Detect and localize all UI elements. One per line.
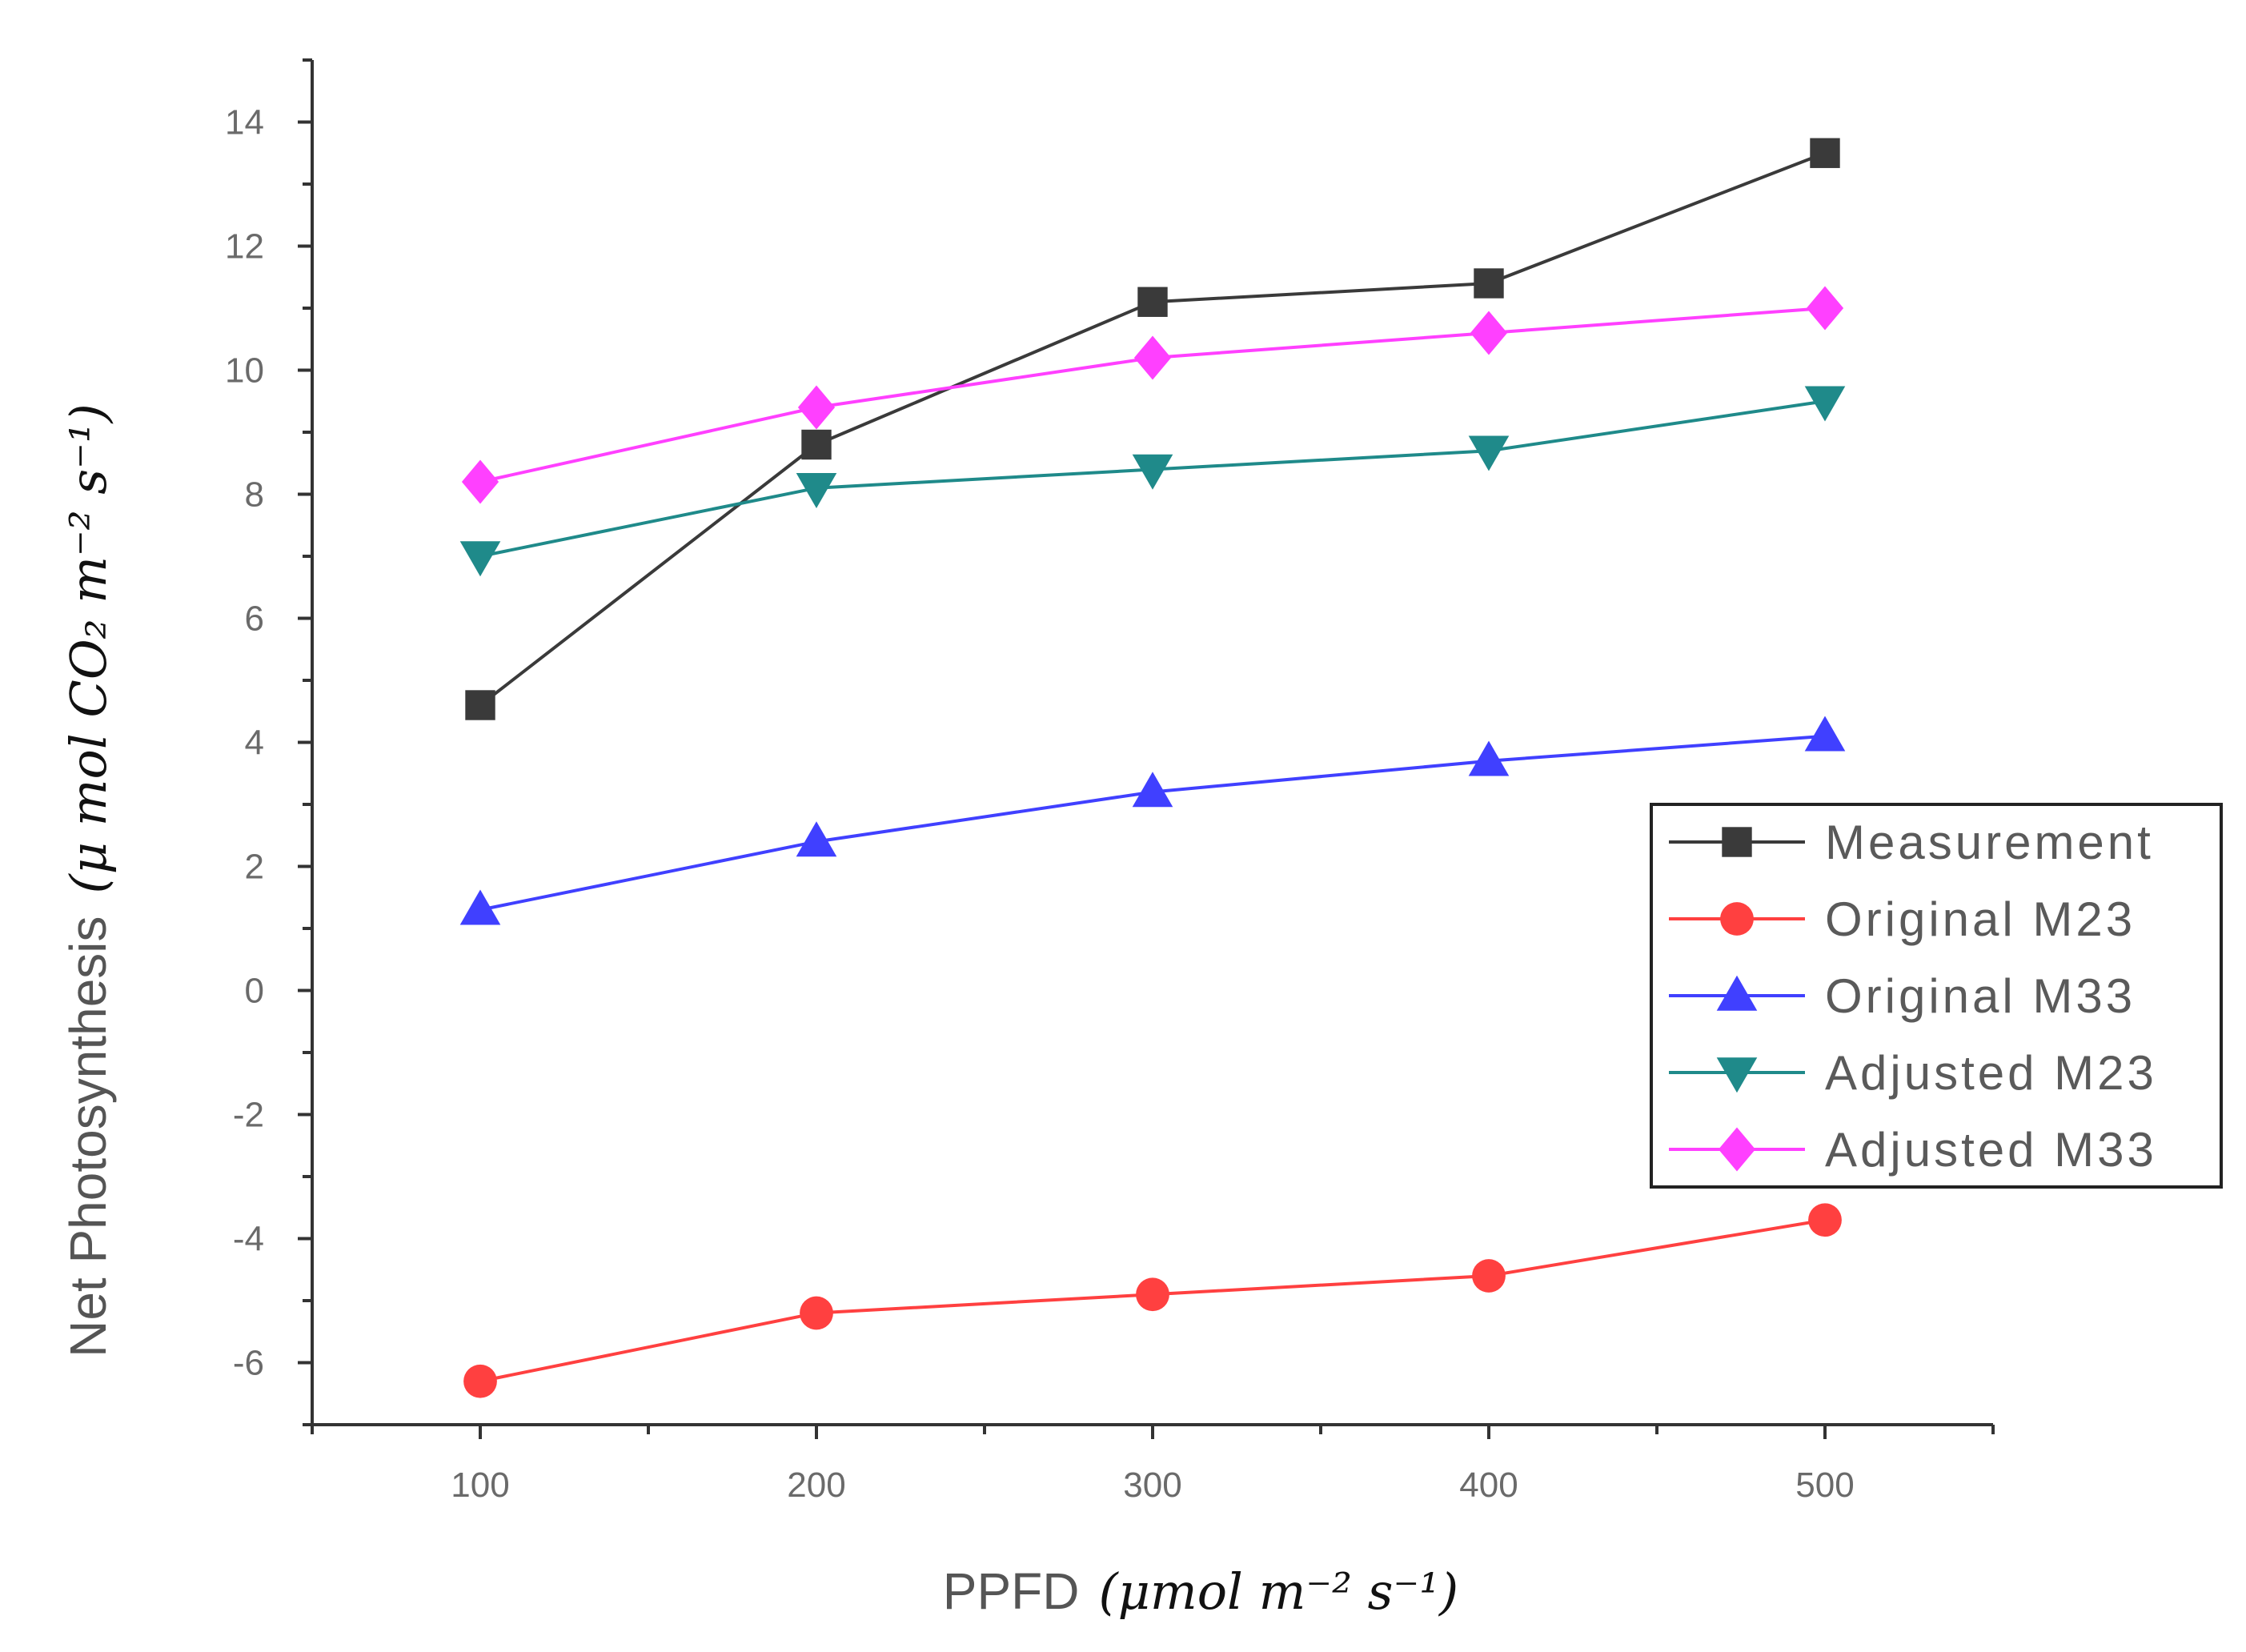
data-point-adjusted-m33 bbox=[1470, 311, 1508, 355]
legend-item-original-m33: Original M33 bbox=[1669, 969, 2136, 1023]
legend-item-adjusted-m23: Adjusted M23 bbox=[1669, 1046, 2157, 1100]
y-tick-label: -2 bbox=[233, 1096, 264, 1135]
svg-text:Net Photosynthesis (μ mo: Net Photosynthesis (μ mol CO₂ m⁻² s⁻¹) bbox=[59, 403, 118, 1357]
data-point-original-m23 bbox=[463, 1364, 497, 1398]
legend-marker bbox=[1722, 827, 1752, 857]
data-point-original-m33 bbox=[796, 821, 837, 857]
legend-marker bbox=[1716, 975, 1758, 1011]
x-tick-label: 200 bbox=[787, 1466, 845, 1505]
legend-marker bbox=[1720, 902, 1754, 936]
legend-item-adjusted-m33: Adjusted M33 bbox=[1669, 1123, 2157, 1177]
data-point-adjusted-m23 bbox=[796, 473, 837, 509]
y-axis-title: Net Photosynthesis (μ mol CO₂ m⁻² s⁻¹) bbox=[59, 403, 118, 1357]
y-tick-label: -4 bbox=[233, 1220, 264, 1259]
y-tick-label: -6 bbox=[233, 1344, 264, 1383]
y-tick-label: 4 bbox=[245, 724, 264, 763]
data-point-original-m23 bbox=[1136, 1277, 1169, 1312]
y-tick-label: 0 bbox=[245, 972, 264, 1011]
series-measurement bbox=[465, 138, 1840, 720]
data-point-original-m33 bbox=[1468, 740, 1510, 776]
legend-label: Original M33 bbox=[1825, 969, 2136, 1023]
data-point-original-m33 bbox=[459, 889, 501, 925]
data-point-adjusted-m33 bbox=[797, 385, 836, 430]
series-adjusted-m23 bbox=[459, 386, 1846, 577]
series-original-m23 bbox=[463, 1203, 1842, 1398]
x-axis-label: PPFD bbox=[943, 1562, 1080, 1620]
data-point-adjusted-m23 bbox=[1468, 435, 1510, 471]
data-point-original-m33 bbox=[1804, 716, 1846, 752]
y-axis-ticks: -6 -4 -2 0 2 4 6 8 10 12 14 bbox=[225, 58, 312, 1426]
y-axis-label: Net Photosynthesis bbox=[59, 916, 117, 1357]
data-point-adjusted-m23 bbox=[1804, 386, 1846, 422]
data-point-measurement bbox=[1474, 268, 1504, 299]
y-tick-label: 12 bbox=[225, 227, 264, 267]
x-axis-unit: (μmol m⁻² s⁻¹) bbox=[1098, 1562, 1458, 1621]
x-axis-ticks: 100 200 300 400 500 bbox=[311, 1425, 1995, 1505]
legend-label: Measurement bbox=[1825, 816, 2154, 869]
data-point-adjusted-m33 bbox=[1133, 335, 1172, 380]
y-tick-label: 2 bbox=[245, 848, 264, 887]
data-point-adjusted-m33 bbox=[1806, 286, 1844, 331]
data-point-measurement bbox=[465, 690, 495, 720]
data-point-adjusted-m23 bbox=[459, 541, 501, 577]
data-point-adjusted-m33 bbox=[461, 459, 499, 504]
data-point-original-m33 bbox=[1132, 772, 1173, 808]
x-tick-label: 400 bbox=[1459, 1466, 1518, 1505]
legend-items: Measurement Original M23 Original M33 Adjus… bbox=[1669, 816, 2157, 1177]
data-point-adjusted-m23 bbox=[1132, 454, 1173, 490]
series-original-m33 bbox=[459, 716, 1846, 925]
y-tick-label: 10 bbox=[225, 351, 264, 391]
y-tick-label: 8 bbox=[245, 475, 264, 515]
series-adjusted-m33 bbox=[461, 286, 1844, 504]
x-tick-label: 300 bbox=[1123, 1466, 1181, 1505]
data-point-original-m23 bbox=[1808, 1203, 1842, 1237]
data-point-measurement bbox=[1810, 138, 1840, 168]
legend-label: Original M23 bbox=[1825, 892, 2136, 946]
y-tick-label: 6 bbox=[245, 599, 264, 639]
data-point-measurement bbox=[1137, 287, 1168, 317]
data-point-original-m23 bbox=[1472, 1259, 1506, 1293]
data-point-measurement bbox=[801, 429, 832, 460]
legend: Measurement Original M23 Original M33 Adjus… bbox=[1650, 803, 2223, 1189]
legend-label: Adjusted M23 bbox=[1825, 1046, 2157, 1100]
data-point-original-m23 bbox=[800, 1296, 833, 1330]
legend-marker bbox=[1716, 1057, 1758, 1093]
legend-item-original-m23: Original M23 bbox=[1669, 892, 2136, 946]
y-tick-label: 14 bbox=[225, 103, 264, 142]
x-tick-label: 500 bbox=[1795, 1466, 1854, 1505]
x-axis-title: PPFD (μmol m⁻² s⁻¹) bbox=[943, 1562, 1459, 1621]
plot-area bbox=[459, 138, 1846, 1398]
legend-item-measurement: Measurement bbox=[1669, 816, 2154, 869]
y-axis-unit: (μ mol CO₂ m⁻² s⁻¹) bbox=[59, 403, 118, 893]
legend-marker bbox=[1718, 1127, 1756, 1172]
x-tick-label: 100 bbox=[451, 1466, 509, 1505]
legend-label: Adjusted M33 bbox=[1825, 1123, 2157, 1177]
